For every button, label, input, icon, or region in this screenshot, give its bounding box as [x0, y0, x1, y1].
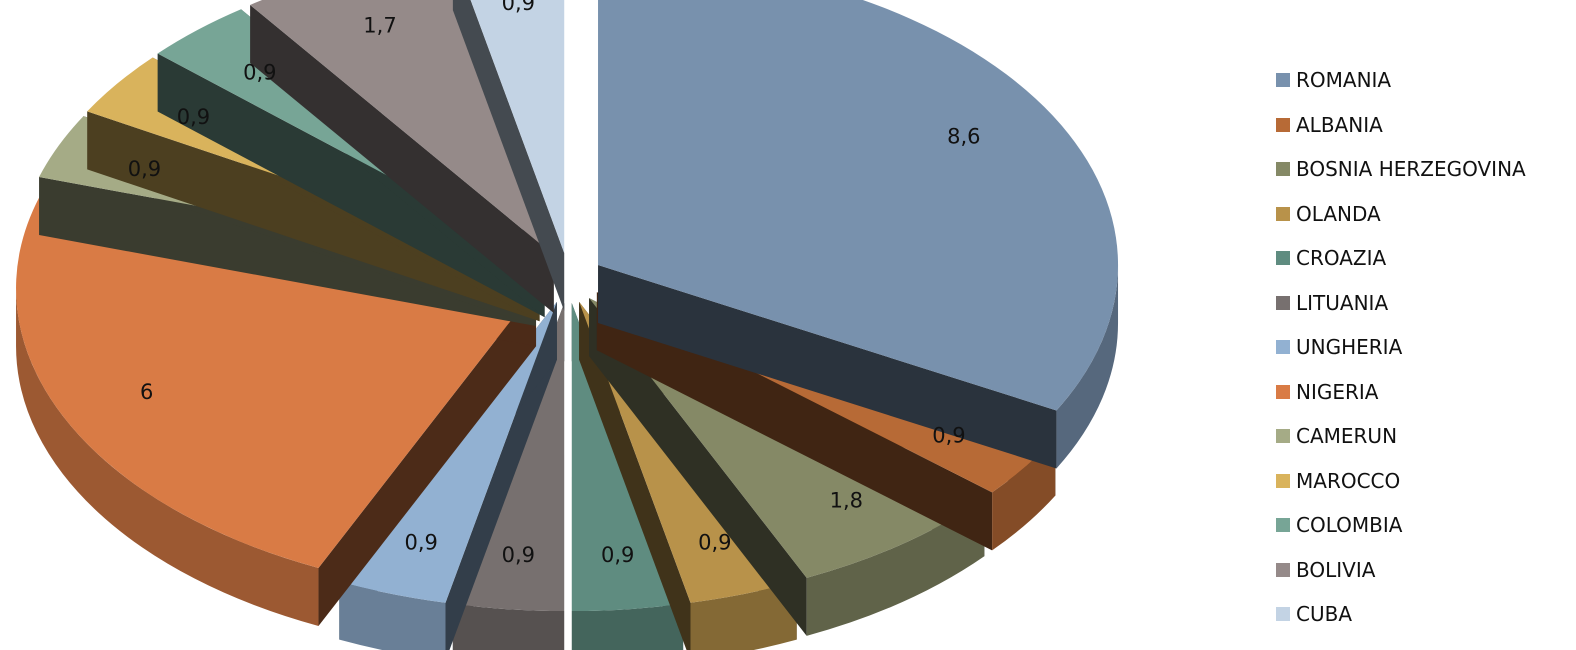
legend-label: OLANDA — [1296, 201, 1381, 226]
data-label: 0,9 — [601, 543, 634, 567]
legend-item: ROMANIA — [1276, 58, 1526, 103]
data-label: 0,9 — [698, 530, 731, 554]
legend-item: LITUANIA — [1276, 281, 1526, 326]
slice-wall — [157, 53, 545, 318]
legend-label: COLOMBIA — [1296, 513, 1403, 538]
data-label: 8,6 — [947, 124, 980, 148]
legend-item: BOLIVIA — [1276, 548, 1526, 593]
slice-wall — [452, 0, 565, 311]
slice-rim — [452, 603, 565, 650]
legend-label: LITUANIA — [1296, 290, 1389, 315]
slice-rim — [339, 581, 446, 650]
legend-swatch — [1276, 73, 1290, 88]
legend-item: COLOMBIA — [1276, 503, 1526, 548]
slice-rim — [690, 581, 797, 650]
legend-item: CUBA — [1276, 592, 1526, 637]
legend-item: OLANDA — [1276, 192, 1526, 237]
data-label: 6 — [140, 380, 153, 404]
slice-wall — [589, 298, 807, 636]
data-label: 0,9 — [932, 424, 965, 448]
slice-top — [470, 0, 565, 253]
slice-wall — [87, 111, 540, 322]
legend-swatch — [1276, 295, 1290, 310]
data-label: 0,9 — [128, 157, 161, 181]
legend-item: NIGERIA — [1276, 370, 1526, 415]
legend-label: MAROCCO — [1296, 468, 1401, 493]
legend-swatch — [1276, 518, 1290, 533]
legend: ROMANIA ALBANIA BOSNIA HERZEGOVINA OLANDA CR… — [1276, 58, 1526, 637]
legend-swatch — [1276, 340, 1290, 355]
legend-swatch — [1276, 251, 1290, 266]
slice-wall — [39, 177, 536, 327]
legend-item: CROAZIA — [1276, 236, 1526, 281]
legend-swatch — [1276, 162, 1290, 177]
pie-slice-romania — [598, 0, 1119, 469]
legend-label: ALBANIA — [1296, 112, 1383, 137]
data-label: 0,9 — [243, 60, 276, 84]
pie-slice-cuba — [452, 0, 565, 311]
slice-rim — [806, 498, 985, 636]
legend-item: MAROCCO — [1276, 459, 1526, 504]
legend-label: CUBA — [1296, 602, 1353, 627]
legend-item: UNGHERIA — [1276, 325, 1526, 370]
slice-wall — [596, 292, 993, 551]
legend-swatch — [1276, 384, 1290, 399]
legend-swatch — [1276, 206, 1290, 221]
legend-label: NIGERIA — [1296, 379, 1379, 404]
data-label: 1,8 — [830, 489, 863, 513]
data-label: 1,7 — [363, 13, 396, 37]
legend-label: CAMERUN — [1296, 424, 1398, 449]
legend-swatch — [1276, 607, 1290, 622]
legend-swatch — [1276, 562, 1290, 577]
pie-chart: 8,6 0,9 1,8 0,9 0,9 0,9 0,9 6 0,9 0,9 0,9 1,7 0,9 — [16, 0, 1119, 650]
data-label: 0,9 — [177, 105, 210, 129]
legend-label: ROMANIA — [1296, 68, 1392, 93]
legend-label: UNGHERIA — [1296, 335, 1403, 360]
legend-item: BOSNIA HERZEGOVINA — [1276, 147, 1526, 192]
slice-wall — [250, 4, 554, 313]
slice-rim — [992, 437, 1056, 551]
legend-swatch — [1276, 429, 1290, 444]
data-label: 0,9 — [502, 0, 535, 15]
legend-item: ALBANIA — [1276, 103, 1526, 148]
legend-swatch — [1276, 473, 1290, 488]
slice-wall — [318, 288, 537, 627]
legend-label: BOSNIA HERZEGOVINA — [1296, 157, 1526, 182]
data-label: 0,9 — [502, 543, 535, 567]
slice-top — [598, 0, 1118, 411]
slice-rim — [1056, 265, 1119, 469]
slice-rim — [571, 603, 684, 650]
slice-rim — [16, 288, 319, 627]
slice-wall — [598, 265, 1057, 469]
legend-label: CROAZIA — [1296, 246, 1387, 271]
legend-item: CAMERUN — [1276, 414, 1526, 459]
data-label: 0,9 — [405, 530, 438, 554]
legend-label: BOLIVIA — [1296, 557, 1376, 582]
slice-wall — [579, 301, 691, 650]
legend-swatch — [1276, 117, 1290, 132]
